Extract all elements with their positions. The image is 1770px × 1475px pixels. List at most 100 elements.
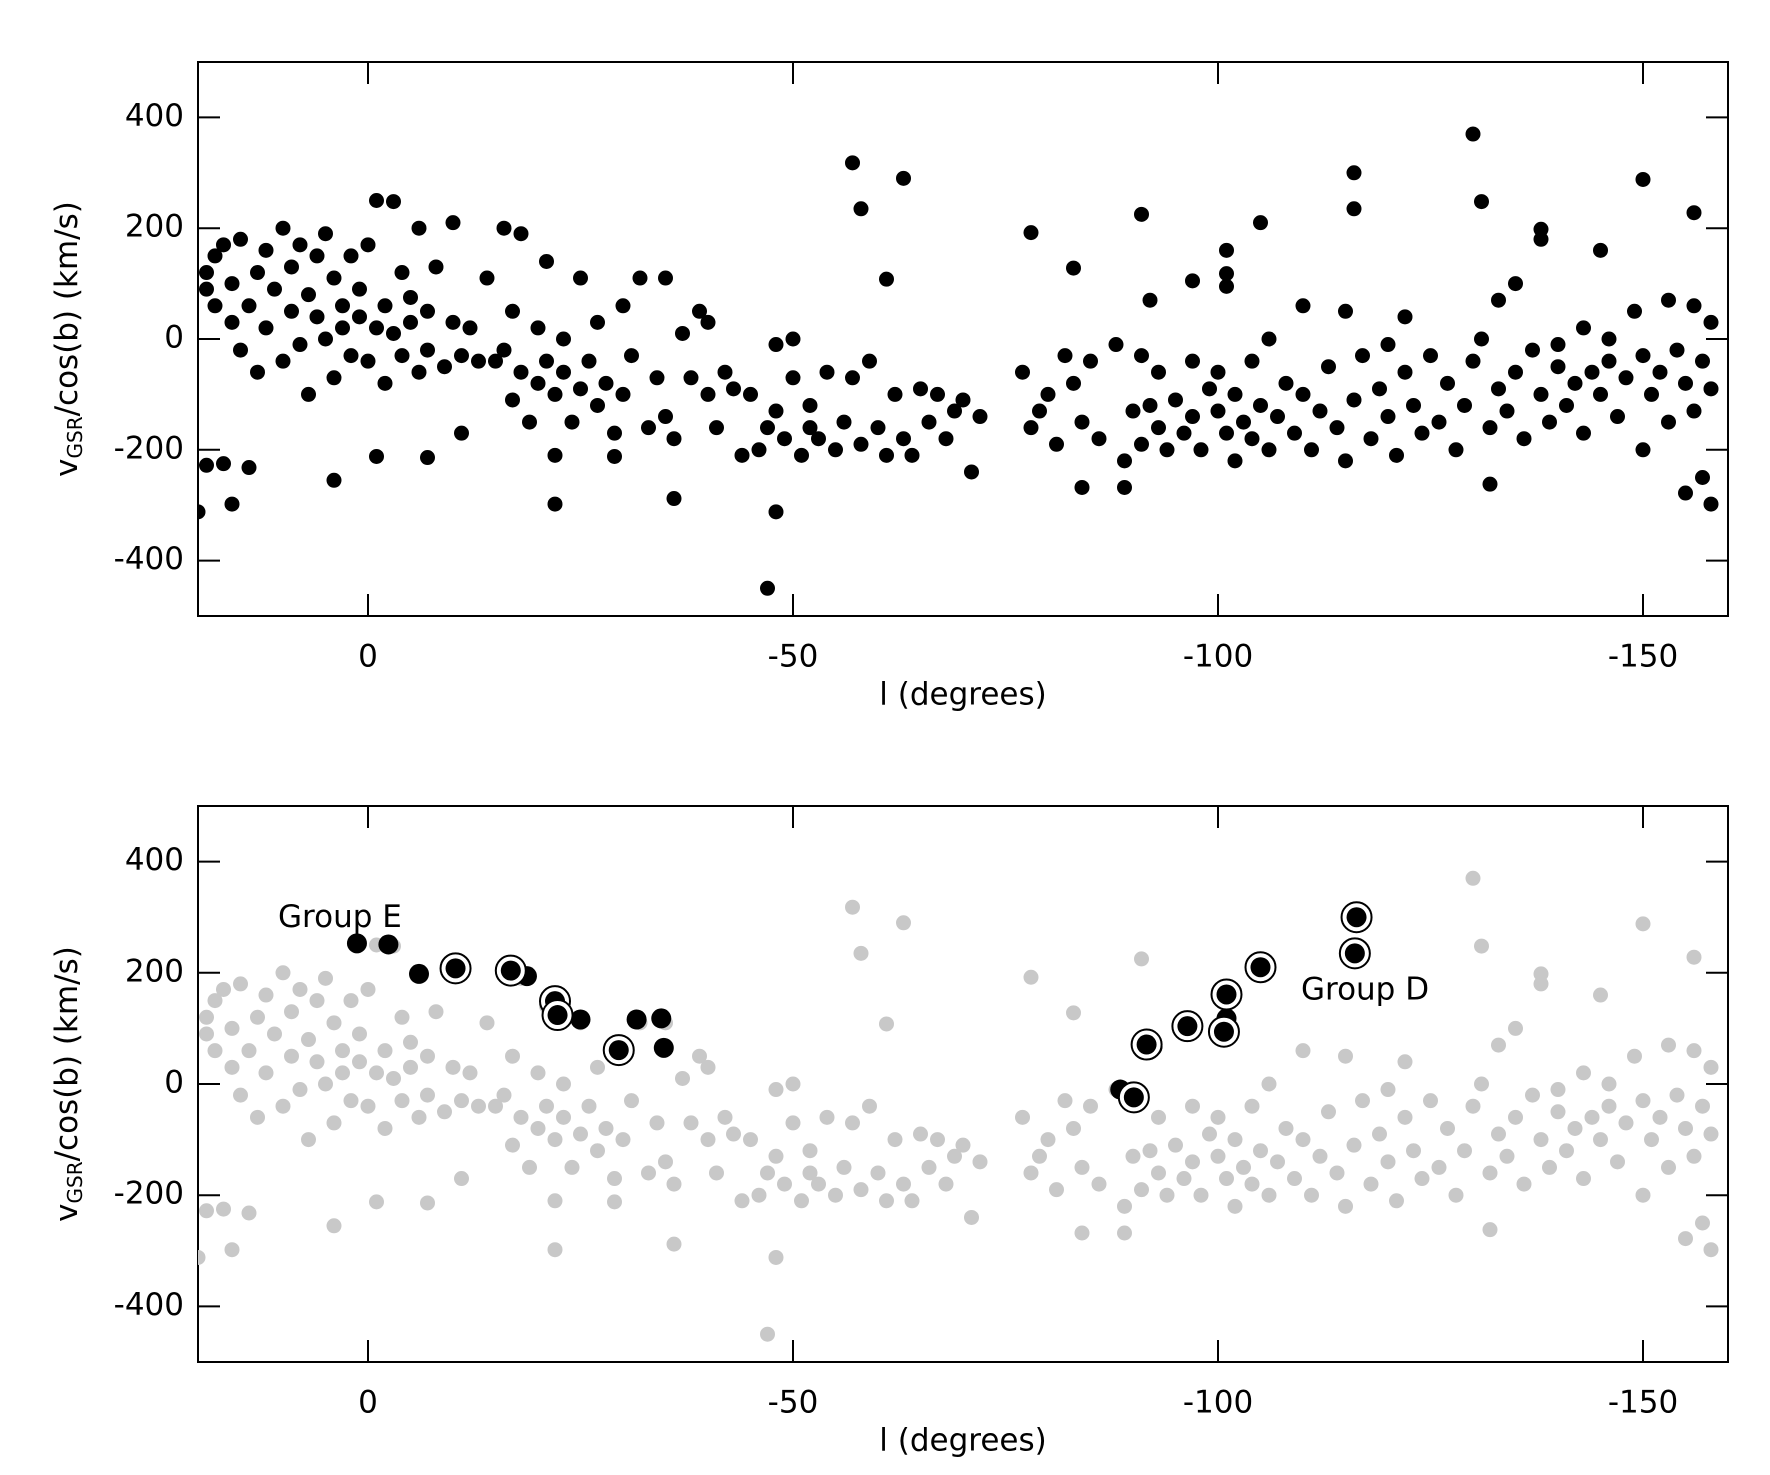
point bbox=[879, 271, 894, 287]
background-point bbox=[607, 1171, 622, 1187]
point bbox=[216, 456, 231, 472]
background-point bbox=[1210, 1109, 1226, 1125]
point bbox=[1372, 381, 1387, 397]
background-point bbox=[530, 1065, 546, 1081]
point bbox=[1338, 453, 1353, 469]
background-point bbox=[1533, 976, 1549, 992]
point bbox=[1686, 403, 1702, 419]
point bbox=[1346, 201, 1362, 217]
point bbox=[1431, 414, 1447, 430]
background-point bbox=[1023, 1165, 1039, 1181]
background-point bbox=[1278, 1120, 1294, 1136]
background-point bbox=[1032, 1148, 1047, 1164]
y-axis-title-part: v bbox=[49, 459, 85, 477]
point bbox=[1321, 359, 1336, 375]
background-point bbox=[462, 1065, 478, 1081]
point bbox=[1040, 386, 1056, 402]
point bbox=[1236, 414, 1251, 430]
background-point bbox=[369, 1194, 384, 1210]
point bbox=[284, 259, 299, 275]
point bbox=[445, 958, 466, 979]
point bbox=[386, 325, 401, 341]
background-point bbox=[879, 1016, 894, 1032]
background-point bbox=[343, 993, 359, 1009]
background-point bbox=[913, 1126, 928, 1142]
background-point bbox=[1040, 1132, 1056, 1148]
point bbox=[666, 491, 682, 507]
point bbox=[862, 353, 877, 369]
y-axis-title-part: v bbox=[49, 1204, 85, 1222]
background-point bbox=[1457, 1143, 1472, 1159]
background-point bbox=[505, 1137, 520, 1153]
point bbox=[1482, 420, 1498, 436]
point bbox=[1057, 348, 1073, 364]
point bbox=[1091, 431, 1107, 447]
y-tick-label: 0 bbox=[164, 320, 184, 356]
point bbox=[896, 431, 911, 447]
point bbox=[445, 314, 461, 330]
background-point bbox=[198, 1249, 206, 1265]
background-point bbox=[692, 1048, 707, 1064]
background-point bbox=[1176, 1171, 1192, 1187]
background-point bbox=[479, 1015, 495, 1031]
point bbox=[1049, 436, 1064, 452]
point bbox=[1397, 309, 1413, 325]
point bbox=[1219, 278, 1234, 294]
background-point bbox=[1593, 987, 1608, 1003]
point bbox=[326, 370, 342, 386]
background-point bbox=[488, 1098, 503, 1114]
background-point bbox=[309, 993, 325, 1009]
point bbox=[530, 375, 546, 391]
background-point bbox=[352, 1054, 367, 1070]
point bbox=[1508, 364, 1523, 380]
point bbox=[547, 447, 563, 463]
point bbox=[573, 381, 588, 397]
point bbox=[794, 447, 809, 463]
point bbox=[879, 447, 894, 463]
background-point bbox=[590, 1143, 605, 1159]
background-point bbox=[1057, 1093, 1073, 1109]
background-point bbox=[887, 1132, 903, 1148]
background-point bbox=[1516, 1176, 1532, 1192]
point bbox=[1686, 205, 1702, 221]
background-point bbox=[1703, 1059, 1719, 1075]
point bbox=[1219, 425, 1234, 441]
background-point bbox=[1661, 1159, 1676, 1175]
point bbox=[275, 220, 291, 236]
point bbox=[930, 386, 945, 402]
point bbox=[768, 504, 784, 520]
point bbox=[853, 436, 869, 452]
background-point bbox=[403, 1034, 418, 1050]
point bbox=[964, 464, 979, 480]
point bbox=[1295, 386, 1311, 402]
background-point bbox=[1083, 1098, 1098, 1114]
background-point bbox=[1686, 1148, 1702, 1164]
point bbox=[1136, 1034, 1157, 1055]
point bbox=[378, 934, 399, 955]
background-point bbox=[216, 1201, 231, 1217]
point bbox=[1123, 1087, 1144, 1108]
point bbox=[1261, 442, 1277, 458]
point bbox=[275, 353, 291, 369]
background-point bbox=[1482, 1222, 1498, 1238]
background-point bbox=[1372, 1126, 1387, 1142]
point bbox=[1219, 242, 1234, 258]
point bbox=[1491, 292, 1506, 308]
point bbox=[1177, 1016, 1198, 1037]
point bbox=[870, 420, 886, 436]
point bbox=[1661, 292, 1676, 308]
background-point bbox=[862, 1098, 877, 1114]
background-point bbox=[360, 1098, 376, 1114]
background-point bbox=[1168, 1137, 1183, 1153]
point bbox=[972, 409, 988, 425]
annotation: Group E bbox=[278, 899, 402, 935]
background-point bbox=[1703, 1242, 1719, 1258]
background-point bbox=[658, 1154, 673, 1170]
point bbox=[777, 431, 792, 447]
point bbox=[1601, 331, 1617, 347]
point bbox=[1142, 292, 1158, 308]
y-tick-label: -200 bbox=[114, 1176, 184, 1212]
background-point bbox=[1338, 1048, 1353, 1064]
point bbox=[471, 353, 486, 369]
